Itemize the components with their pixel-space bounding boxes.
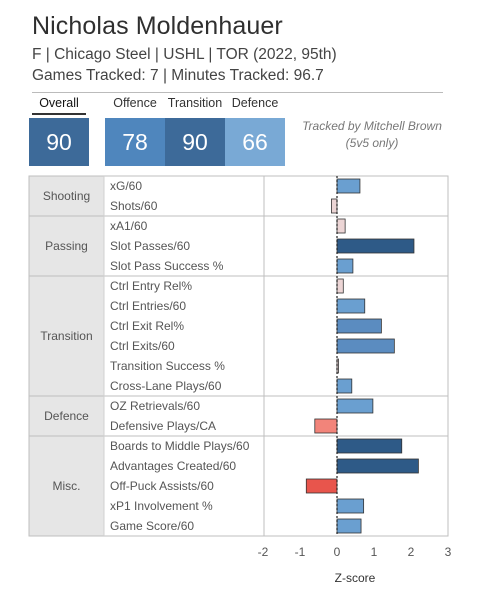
zscore-bar: [336, 378, 353, 394]
x-tick-label: -2: [258, 545, 269, 559]
x-axis-title: Z-score: [335, 571, 376, 585]
metric-label: Ctrl Exit Rel%: [110, 319, 184, 333]
zscore-bar: [336, 318, 382, 334]
zscore-bar: [305, 478, 338, 494]
zscore-bar: [336, 458, 419, 474]
metric-label: Cross-Lane Plays/60: [110, 379, 222, 393]
tracked-by-credit: Tracked by Mitchell Brown (5v5 only): [292, 118, 452, 152]
credit-line-1: Tracked by Mitchell Brown: [302, 119, 442, 133]
transition-label: Transition: [167, 96, 223, 110]
category-label: Shooting: [43, 189, 90, 203]
metric-label: OZ Retrievals/60: [110, 399, 200, 413]
offence-label: Offence: [113, 96, 157, 110]
overall-label: Overall: [39, 96, 79, 110]
zscore-bar: [336, 178, 361, 194]
metric-label: xP1 Involvement %: [110, 499, 213, 513]
category-label: Misc.: [53, 479, 81, 493]
x-tick-label: 1: [371, 545, 378, 559]
metric-label: Game Score/60: [110, 519, 194, 533]
zscore-bar: [331, 198, 338, 214]
x-tick-label: 0: [334, 545, 341, 559]
metric-label: Slot Passes/60: [110, 239, 190, 253]
transition-score-box: 90: [165, 118, 225, 166]
overall-underline: [32, 113, 86, 115]
category-column-bg: [29, 176, 104, 536]
metric-label: Transition Success %: [110, 359, 225, 373]
metric-label: Shots/60: [110, 199, 158, 213]
metric-label: Boards to Middle Plays/60: [110, 439, 250, 453]
zscore-bar: [314, 418, 338, 434]
table-border: [28, 175, 449, 537]
defence-label: Defence: [231, 96, 279, 110]
zscore-bar: [336, 298, 366, 314]
metric-label: xG/60: [110, 179, 142, 193]
player-subtitle: F | Chicago Steel | USHL | TOR (2022, 95…: [32, 46, 337, 63]
zscore-bar: [336, 218, 346, 234]
zscore-bar: [336, 278, 344, 294]
zscore-bar: [336, 238, 415, 254]
overall-score-box: 90: [29, 118, 89, 166]
header-divider: [32, 92, 443, 93]
x-tick-label: 3: [445, 545, 452, 559]
x-tick-label: -1: [295, 545, 306, 559]
metric-label: Slot Pass Success %: [110, 259, 224, 273]
category-label: Defence: [44, 409, 89, 423]
x-tick-label: 2: [408, 545, 415, 559]
metric-label: Ctrl Exits/60: [110, 339, 175, 353]
page-title: Nicholas Moldenhauer: [32, 12, 283, 40]
category-label: Transition: [40, 329, 92, 343]
zscore-bar: [336, 258, 354, 274]
metric-label: xA1/60: [110, 219, 148, 233]
metric-label: Ctrl Entry Rel%: [110, 279, 192, 293]
offence-score-box: 78: [105, 118, 165, 166]
metric-label: Advantages Created/60: [110, 459, 236, 473]
zscore-bar: [336, 338, 395, 354]
games-tracked: Games Tracked: 7 | Minutes Tracked: 96.7: [32, 67, 324, 84]
metric-label: Ctrl Entries/60: [110, 299, 186, 313]
zscore-bar: [336, 438, 403, 454]
header: Nicholas Moldenhauer F | Chicago Steel |…: [32, 12, 337, 85]
category-label: Passing: [45, 239, 88, 253]
defence-score-box: 66: [225, 118, 285, 166]
zscore-bar: [336, 518, 362, 534]
metric-label: Defensive Plays/CA: [110, 419, 216, 433]
zscore-bar: [336, 398, 374, 414]
credit-line-2: (5v5 only): [345, 136, 399, 150]
metric-label: Off-Puck Assists/60: [110, 479, 214, 493]
zscore-bar: [336, 498, 365, 514]
